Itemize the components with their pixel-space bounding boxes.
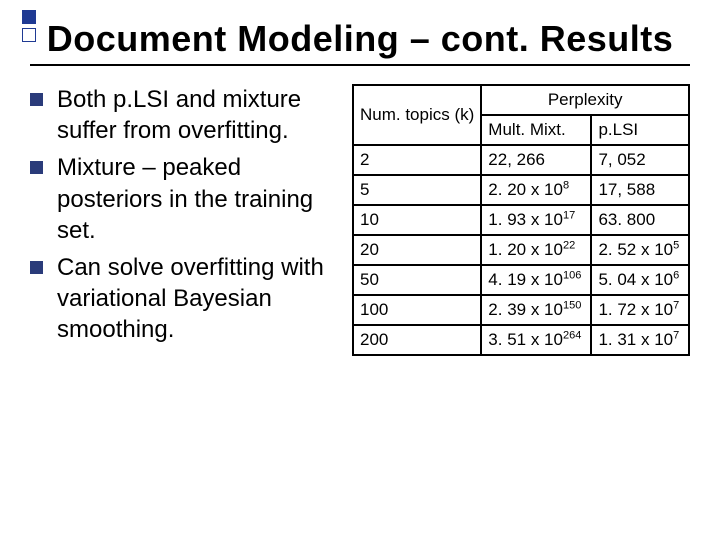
cell-mult: 3. 51 x 10264 [481, 325, 591, 355]
list-item: Both p.LSI and mixture suffer from overf… [30, 84, 334, 146]
perplexity-table-wrap: Num. topics (k) Perplexity Mult. Mixt. p… [352, 84, 690, 356]
cell-k: 200 [353, 325, 481, 355]
cell-plsi: 7, 052 [591, 145, 689, 175]
col-header-mult: Mult. Mixt. [481, 115, 591, 145]
table-row: 100 2. 39 x 10150 1. 72 x 107 [353, 295, 689, 325]
table-row: 10 1. 93 x 1017 63. 800 [353, 205, 689, 235]
col-header-perplexity: Perplexity [481, 85, 689, 115]
col-header-plsi: p.LSI [591, 115, 689, 145]
cell-k: 50 [353, 265, 481, 295]
bullet-list: Both p.LSI and mixture suffer from overf… [30, 84, 334, 356]
cell-k: 2 [353, 145, 481, 175]
cell-mult: 2. 39 x 10150 [481, 295, 591, 325]
title-rule [30, 64, 690, 66]
bullet-text: Mixture – peaked posteriors in the train… [57, 152, 334, 246]
cell-plsi: 1. 72 x 107 [591, 295, 689, 325]
cell-plsi: 17, 588 [591, 175, 689, 205]
bullet-text: Both p.LSI and mixture suffer from overf… [57, 84, 334, 146]
bullet-icon [30, 161, 43, 174]
table-row: 20 1. 20 x 1022 2. 52 x 105 [353, 235, 689, 265]
list-item: Mixture – peaked posteriors in the train… [30, 152, 334, 246]
cell-mult: 22, 266 [481, 145, 591, 175]
bullet-icon [30, 261, 43, 274]
table-row: 2 22, 266 7, 052 [353, 145, 689, 175]
cell-k: 10 [353, 205, 481, 235]
col-header-k: Num. topics (k) [353, 85, 481, 145]
list-item: Can solve overfitting with variational B… [30, 252, 334, 346]
table-row: 50 4. 19 x 10106 5. 04 x 106 [353, 265, 689, 295]
cell-plsi: 63. 800 [591, 205, 689, 235]
cell-mult: 1. 20 x 1022 [481, 235, 591, 265]
cell-plsi: 2. 52 x 105 [591, 235, 689, 265]
bullet-icon [30, 93, 43, 106]
bullet-text: Can solve overfitting with variational B… [57, 252, 334, 346]
content-row: Both p.LSI and mixture suffer from overf… [30, 84, 690, 356]
cell-mult: 1. 93 x 1017 [481, 205, 591, 235]
page-title: Document Modeling – cont. Results [30, 18, 690, 60]
square-icon [22, 28, 36, 42]
table-row: 200 3. 51 x 10264 1. 31 x 107 [353, 325, 689, 355]
square-icon [22, 10, 36, 24]
cell-k: 20 [353, 235, 481, 265]
cell-plsi: 5. 04 x 106 [591, 265, 689, 295]
cell-mult: 2. 20 x 108 [481, 175, 591, 205]
slide: Document Modeling – cont. Results Both p… [0, 0, 720, 540]
table-row: 5 2. 20 x 108 17, 588 [353, 175, 689, 205]
cell-plsi: 1. 31 x 107 [591, 325, 689, 355]
cell-mult: 4. 19 x 10106 [481, 265, 591, 295]
cell-k: 5 [353, 175, 481, 205]
corner-decoration [22, 10, 36, 42]
cell-k: 100 [353, 295, 481, 325]
perplexity-table: Num. topics (k) Perplexity Mult. Mixt. p… [352, 84, 690, 356]
table-row: Num. topics (k) Perplexity [353, 85, 689, 115]
